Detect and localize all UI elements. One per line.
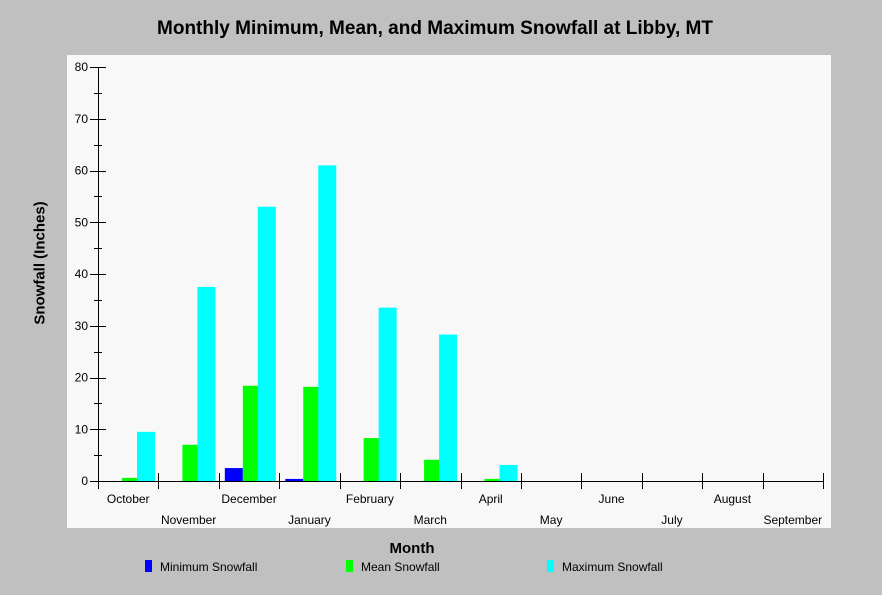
x-tick-label-february: February: [346, 492, 394, 506]
bar-mean-snowfall-october: [122, 477, 140, 481]
y-tick-label-30: 30: [75, 319, 89, 333]
chart-title: Monthly Minimum, Mean, and Maximum Snowf…: [157, 18, 713, 39]
bar-maximum-snowfall-november: [197, 286, 216, 481]
bar-mean-snowfall-april: [484, 478, 503, 481]
x-tick-label-june: June: [599, 492, 625, 506]
legend-swatch-minimum: [145, 560, 152, 572]
y-tick-label-60: 60: [75, 164, 89, 178]
bar-maximum-snowfall-april: [499, 464, 518, 481]
legend-label-minimum: Minimum Snowfall: [160, 560, 258, 574]
legend-item-minimum: Minimum Snowfall: [145, 560, 257, 574]
y-axis-label: Snowfall (Inches): [31, 201, 49, 325]
x-tick-label-november: November: [161, 513, 216, 527]
y-tick-label-70: 70: [75, 112, 89, 126]
legend-swatch-maximum: [547, 560, 554, 572]
x-tick-label-january: January: [288, 513, 331, 527]
bar-mean-snowfall-november: [182, 444, 201, 481]
bar-maximum-snowfall-march: [439, 334, 458, 481]
bar-maximum-snowfall-december: [257, 206, 276, 481]
y-tick-label-20: 20: [75, 371, 89, 385]
y-tick-label-50: 50: [75, 215, 89, 229]
y-tick-label-0: 0: [81, 474, 88, 488]
bar-minimum-snowfall-january: [285, 478, 304, 481]
legend-label-maximum: Maximum Snowfall: [562, 560, 663, 574]
bar-maximum-snowfall-october: [137, 431, 155, 481]
x-tick-label-may: May: [540, 513, 563, 527]
bar-mean-snowfall-february: [363, 438, 382, 481]
bar-mean-snowfall-december: [242, 385, 261, 481]
x-tick-label-april: April: [479, 492, 503, 506]
legend-swatch-mean: [346, 560, 353, 572]
x-tick-label-december: December: [221, 492, 276, 506]
bar-maximum-snowfall-january: [318, 165, 337, 481]
bar-maximum-snowfall-february: [378, 307, 397, 481]
legend-label-mean: Mean Snowfall: [361, 560, 440, 574]
x-axis-label: Month: [389, 540, 435, 557]
x-tick-label-september: September: [763, 513, 822, 527]
legend-item-maximum: Maximum Snowfall: [547, 560, 663, 574]
y-tick-label-40: 40: [75, 267, 89, 281]
y-tick-label-10: 10: [75, 422, 89, 436]
legend-item-mean: Mean Snowfall: [346, 560, 440, 574]
x-tick-label-march: March: [414, 513, 447, 527]
bar-minimum-snowfall-december: [224, 468, 243, 481]
bar-mean-snowfall-march: [424, 459, 443, 481]
bar-mean-snowfall-january: [303, 386, 322, 481]
x-tick-label-july: July: [661, 513, 682, 527]
x-tick-label-august: August: [714, 492, 752, 506]
y-tick-label-80: 80: [75, 60, 89, 74]
x-tick-label-october: October: [107, 492, 150, 506]
